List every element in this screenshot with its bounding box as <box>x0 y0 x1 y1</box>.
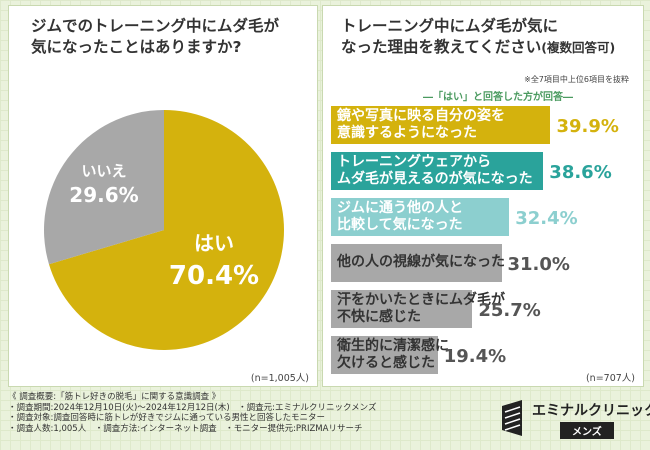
logo-sub: メンズ <box>560 422 614 439</box>
bar-category-line: 不快に感じた <box>337 309 421 325</box>
bar-category-line: トレーニングウェアから <box>337 154 491 170</box>
bar-category-label: 汗をかいたときにムダ毛が 不快に感じた <box>337 292 505 326</box>
bar-title-line1: トレーニング中にムダ毛が気に <box>341 17 559 35</box>
bar-n-label: (n=707人) <box>585 373 635 384</box>
bar-title: トレーニング中にムダ毛が気に なった理由を教えてください(複数回答可) <box>341 16 615 58</box>
bar-category-line: 衛生的に清潔感に <box>337 338 449 354</box>
logo-mark-icon <box>502 400 522 436</box>
bar-category-line: 汗をかいたときにムダ毛が <box>337 292 505 308</box>
bar-category-label: ジムに通う他の人と 比較して気になった <box>337 200 463 234</box>
bar-value-label: 32.4% <box>515 208 578 229</box>
bar-panel: トレーニング中にムダ毛が気に なった理由を教えてください(複数回答可) ※全7項… <box>322 5 644 387</box>
bar-category-line: 鏡や写真に映る自分の姿を <box>337 108 505 124</box>
pie-label-yes: はい <box>194 231 234 255</box>
pie-panel: ジムでのトレーニング中にムダ毛が 気になったことはありますか? はい 70.4%… <box>8 5 318 387</box>
pie-value-yes: 70.4% <box>169 261 259 291</box>
bar-title-suffix: (複数回答可) <box>541 40 616 55</box>
pie-chart: はい 70.4% いいえ 29.6% <box>44 110 284 351</box>
bar-title-line2: なった理由を教えてください <box>341 38 542 56</box>
bar-fill <box>331 336 438 374</box>
bar-fill <box>331 198 510 236</box>
pie-n-label: (n=1,005人) <box>250 373 309 384</box>
bar-category-line: 欠けると感じた <box>337 355 435 371</box>
bar-value-label: 39.9% <box>556 116 619 137</box>
bar-category-line: 他の人の視線が気になった <box>337 254 505 270</box>
bar-value-label: 31.0% <box>507 254 570 275</box>
bar-fill <box>331 106 551 144</box>
bar-value-label: 25.7% <box>478 300 541 321</box>
pie-title-line1: ジムでのトレーニング中にムダ毛が <box>31 17 280 35</box>
logo-name: エミナルクリニック <box>532 403 650 419</box>
bar-note: ※全7項目中上位6項目を抜粋 <box>524 75 629 84</box>
bar-category-line: ジムに通う他の人と <box>337 200 463 216</box>
bar-category-label: 他の人の視線が気になった <box>337 254 505 271</box>
bar-fill <box>331 290 473 328</box>
footer-line: 《 調査概要:「筋トレ好きの脱毛」に関する意識調査 》 <box>8 392 221 402</box>
brand-logo: エミナルクリニック メンズ <box>500 396 650 444</box>
pie-slice-yes <box>48 110 284 351</box>
footer-line: ・調査対象:調査回答時に筋トレが好きでジムに通っている男性と回答したモニター <box>8 413 325 423</box>
bar-category-label: 鏡や写真に映る自分の姿を 意識するようになった <box>337 108 505 142</box>
bar-subhead: ―「はい」と回答した方が回答― <box>423 92 573 103</box>
bar-category-line: ムダ毛が見えるのが気になった <box>337 171 533 187</box>
bar-fill <box>331 244 502 282</box>
bar-category-line: 意識するようになった <box>337 125 477 141</box>
pie-title: ジムでのトレーニング中にムダ毛が 気になったことはありますか? <box>31 16 279 58</box>
bar-category-label: 衛生的に清潔感に 欠けると感じた <box>337 338 449 372</box>
bar-value-label: 19.4% <box>443 346 507 367</box>
footer-line: ・調査期間:2024年12月10日(火)～2024年12月12日(木) ・調査元… <box>8 402 377 413</box>
pie-title-line2: 気になったことはありますか? <box>31 38 242 56</box>
footer-line: ・調査人数:1,005人 ・調査方法:インターネット調査 ・モニター提供元:PR… <box>8 423 363 434</box>
bar-value-label: 38.6% <box>549 162 612 183</box>
pie-value-no: 29.6% <box>69 183 138 207</box>
bar-fill <box>331 152 544 190</box>
pie-label-no: いいえ <box>81 162 126 180</box>
bar-category-line: 比較して気になった <box>337 217 463 233</box>
pie-slice-no <box>44 110 164 265</box>
bar-category-label: トレーニングウェアから ムダ毛が見えるのが気になった <box>337 154 533 188</box>
survey-footer: 《 調査概要:「筋トレ好きの脱毛」に関する意識調査 》 ・調査期間:2024年1… <box>8 392 377 434</box>
